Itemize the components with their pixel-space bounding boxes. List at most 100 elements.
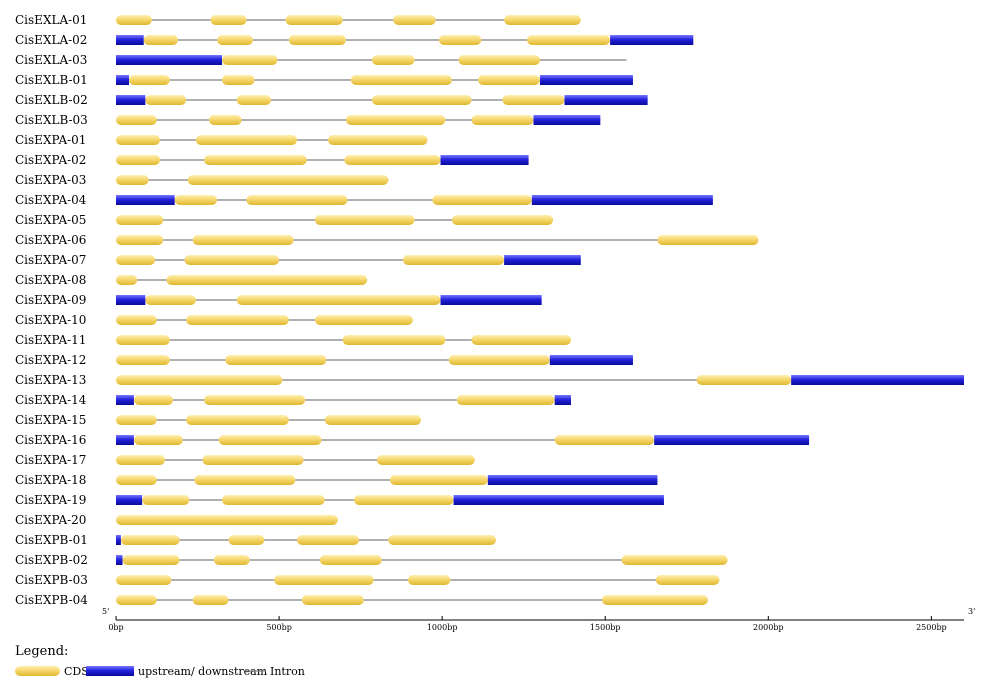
utr-segment [116,395,134,405]
legend-cds-label: CDS [64,665,89,678]
cds-segment [142,495,190,505]
gene-row: CisEXPA-04 [15,193,713,207]
three-prime-label: 3' [968,607,975,616]
cds-segment [116,415,157,425]
gene-label: CisEXPA-15 [15,413,86,427]
gene-label: CisEXPB-01 [15,533,88,547]
cds-segment [116,135,161,145]
axis-tick-label: 2000bp [753,623,784,632]
cds-segment [186,315,289,325]
gene-row: CisEXPA-02 [15,153,529,167]
cds-segment [288,35,346,45]
cds-segment [432,195,532,205]
cds-segment [448,355,550,365]
gene-label: CisEXPA-20 [15,513,86,527]
cds-segment [120,535,180,545]
cds-segment [225,355,327,365]
cds-segment [526,35,611,45]
cds-segment [314,315,413,325]
gene-rows: CisEXLA-01 CisEXLA-02 CisEXLA-03 CisEXLB-01… [15,13,964,607]
cds-segment [195,135,298,145]
cds-segment [184,255,280,265]
gene-label: CisEXPA-11 [15,333,86,347]
cds-segment [116,315,157,325]
gene-row: CisEXLA-01 [15,13,581,27]
utr-segment [531,195,713,205]
gene-label: CisEXPA-18 [15,473,86,487]
utr-segment [654,435,810,445]
cds-segment [471,335,571,345]
cds-segment [116,115,157,125]
gene-row: CisEXLB-03 [15,113,601,127]
cds-segment [116,235,164,245]
gene-row: CisEXPB-04 [15,593,708,607]
cds-segment [554,435,655,445]
gene-label: CisEXPA-02 [15,153,86,167]
cds-segment [502,95,565,105]
cds-segment [324,415,421,425]
gene-row: CisEXPA-19 [15,493,664,507]
cds-segment [116,375,283,385]
cds-segment [166,275,368,285]
gene-row: CisEXPA-16 [15,433,810,447]
gene-row: CisEXLB-01 [15,73,633,87]
cds-segment [192,595,229,605]
cds-segment [187,175,389,185]
gene-row: CisEXPA-13 [15,373,964,387]
gene-row: CisEXPA-06 [15,233,759,247]
utr-segment [116,195,175,205]
cds-segment [342,335,446,345]
cds-segment [657,235,759,245]
cds-segment [222,55,278,65]
cds-segment [471,115,534,125]
gene-label: CisEXPA-09 [15,293,86,307]
cds-segment [222,495,325,505]
utr-segment [116,75,130,85]
gene-row: CisEXPA-09 [15,293,542,307]
cds-segment [372,95,472,105]
cds-segment [116,355,170,365]
cds-segment [210,15,247,25]
gene-label: CisEXPA-08 [15,273,86,287]
gene-label: CisEXPA-04 [15,193,87,207]
five-prime-label: 5' [102,607,109,616]
cds-segment [222,75,255,85]
cds-segment [217,35,253,45]
cds-segment [116,515,338,525]
axis-tick-label: 500bp [266,623,292,632]
scale-axis: 5' 3' 0bp 500bp 1000bp 1500bp 2000bp 2500bp [102,607,975,632]
cds-segment [350,75,452,85]
cds-segment [372,55,415,65]
cds-segment [328,135,428,145]
cds-segment [354,495,454,505]
legend-utr-label: upstream/ downstream [138,665,268,678]
cds-segment [116,215,164,225]
cds-segment [344,155,441,165]
gene-row: CisEXLA-02 [15,33,694,47]
utr-segment [116,435,134,445]
axis-tick-label: 1500bp [590,623,621,632]
cds-segment [478,75,540,85]
utr-segment [116,295,146,305]
cds-segment [393,15,436,25]
cds-segment [218,435,322,445]
cds-segment [204,155,307,165]
utr-segment [564,95,648,105]
cds-segment [301,595,364,605]
cds-segment [116,275,138,285]
cds-segment [345,115,446,125]
axis-tick-label: 2500bp [916,623,947,632]
utr-segment [116,555,123,565]
gene-row: CisEXPB-02 [15,553,728,567]
gene-label: CisEXPA-06 [15,233,86,247]
gene-label: CisEXPA-07 [15,253,86,267]
legend-intron-label: Intron [270,665,305,678]
cds-segment [116,255,156,265]
cds-segment [403,255,505,265]
utr-segment [533,115,601,125]
cds-segment [376,455,475,465]
utr-segment [440,295,542,305]
gene-label: CisEXPA-13 [15,373,86,387]
utr-segment [116,95,146,105]
cds-segment [297,535,359,545]
